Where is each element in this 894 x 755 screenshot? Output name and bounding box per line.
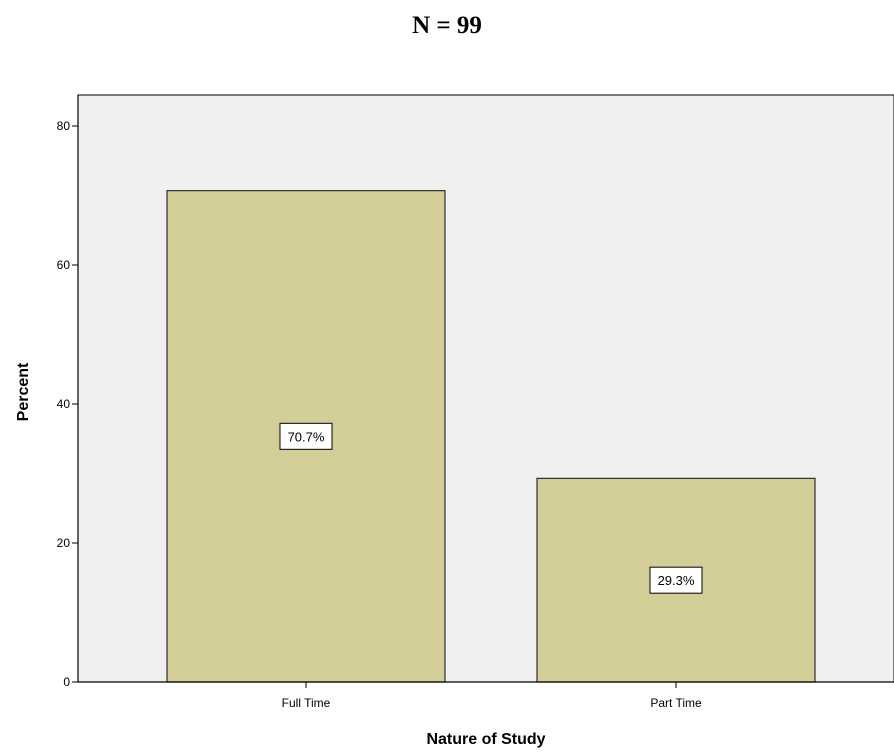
chart-title: N = 99 [412, 12, 482, 39]
data-label-box [279, 422, 333, 450]
y-tick-label: 20 [57, 536, 71, 550]
y-tick-label: 0 [63, 675, 70, 689]
y-axis-label: Percent [15, 362, 32, 421]
x-axis-label: Nature of Study [426, 731, 545, 748]
y-tick-label: 60 [57, 258, 71, 272]
x-axis-ticks: Full Time Part Time [282, 682, 702, 710]
data-label: 29.3% [658, 573, 695, 588]
data-label-box [649, 566, 703, 594]
y-tick-label: 40 [57, 397, 71, 411]
data-label: 70.7% [288, 429, 325, 444]
data-labels: 70.7% 29.3% [279, 422, 703, 594]
x-tick-label: Part Time [650, 696, 702, 710]
x-tick-label: Full Time [282, 696, 331, 710]
y-axis-ticks: 0 20 40 60 80 [57, 119, 78, 689]
y-tick-label: 80 [57, 119, 71, 133]
